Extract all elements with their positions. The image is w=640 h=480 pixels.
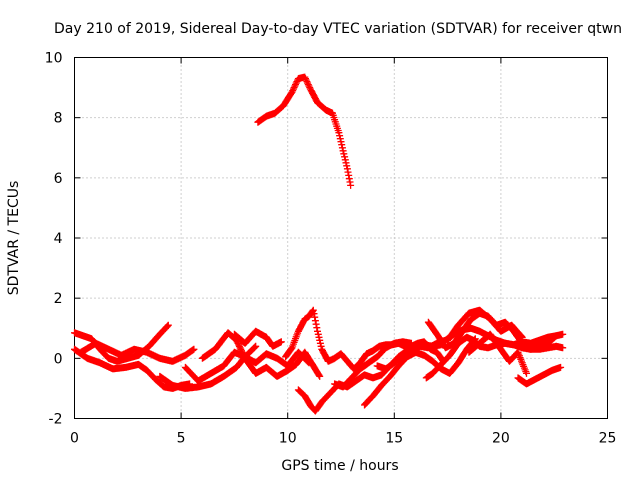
x-tick-label: 5 xyxy=(177,431,186,447)
series-arc-p xyxy=(465,330,530,377)
y-tick-label: -2 xyxy=(49,412,63,428)
y-axis-label: SDTVAR / TECUs xyxy=(6,181,22,296)
x-tick-label: 25 xyxy=(599,431,617,447)
data-series xyxy=(71,73,567,415)
data-point-markers xyxy=(198,329,324,380)
data-point-markers xyxy=(465,330,530,377)
x-tick-label: 0 xyxy=(70,431,79,447)
x-axis-label: GPS time / hours xyxy=(281,458,398,474)
chart-title: Day 210 of 2019, Sidereal Day-to-day VTE… xyxy=(54,21,622,37)
data-point-markers xyxy=(444,306,526,344)
x-axis: 0 5 10 15 20 25 xyxy=(70,57,617,447)
series-arc-high xyxy=(254,73,355,189)
x-tick-label: 15 xyxy=(385,431,403,447)
data-point-markers xyxy=(331,338,415,391)
data-point-markers xyxy=(230,327,285,350)
series-arc-f xyxy=(198,329,324,380)
series-arc-c xyxy=(77,339,198,365)
y-tick-label: 2 xyxy=(54,291,63,307)
data-point-markers xyxy=(77,339,198,365)
gridlines xyxy=(74,57,608,419)
series-arc-j xyxy=(331,338,415,391)
series-arc-g xyxy=(230,327,285,350)
y-tick-label: 8 xyxy=(54,111,63,127)
y-tick-label: 6 xyxy=(54,171,63,187)
y-tick-label: 0 xyxy=(54,351,63,367)
y-tick-label: 4 xyxy=(54,231,63,247)
x-tick-label: 20 xyxy=(492,431,510,447)
x-tick-label: 10 xyxy=(279,431,297,447)
series-arc-q xyxy=(514,363,565,388)
data-point-markers xyxy=(254,73,355,189)
data-point-markers xyxy=(514,363,565,388)
series-arc-o xyxy=(444,306,526,344)
y-tick-label: 10 xyxy=(45,51,63,67)
plot-frame xyxy=(74,57,608,419)
y-axis: -2 0 2 4 6 8 10 xyxy=(45,51,608,428)
